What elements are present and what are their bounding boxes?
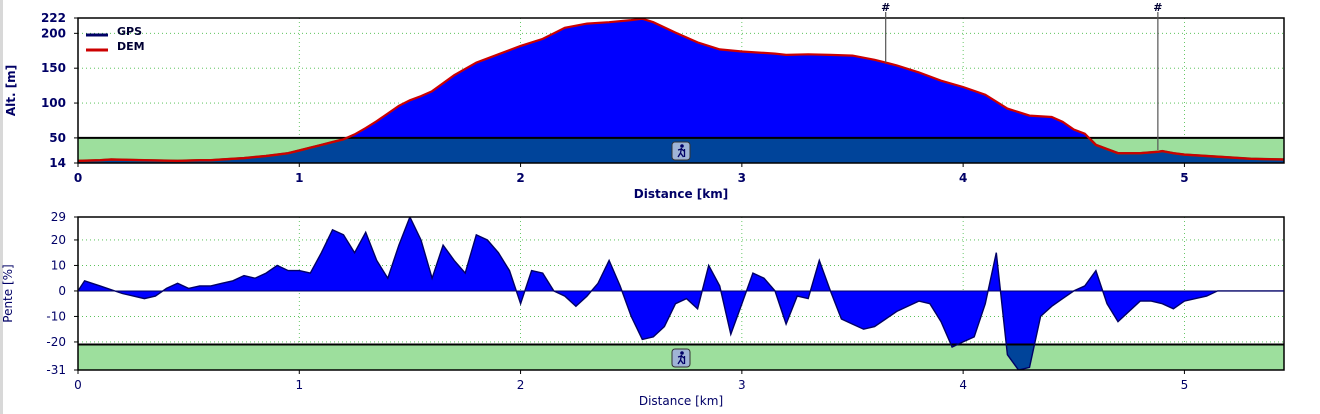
x-tick-label: 0 [74,171,82,185]
x-tick-label: 4 [959,378,967,392]
y-tick-label: 20 [51,233,66,247]
x-axis-label: Distance [km] [639,394,723,408]
y-axis-label: Alt. [m] [4,65,18,116]
hiker-icon-head [680,144,684,148]
y-tick-label: 50 [49,131,66,145]
hiker-icon [677,354,686,365]
hiker-icon-badge [671,141,691,161]
x-tick-label: 5 [1181,378,1189,392]
legend: GPS DEM [86,25,145,53]
y-tick-label: 14 [49,156,66,170]
y-tick-label: -20 [46,335,66,349]
slope-plot: 0 1 2 3 4 5 29 20 10 0 -10 -20 -31 Distance [km] Pente… [1,210,1285,408]
y-tick-label: 0 [58,284,66,298]
profile-area [78,18,1284,163]
y-tick-label: -10 [46,309,66,323]
profile-area-in-band [950,344,1035,370]
hiker-icon [677,147,686,158]
x-tick-label: 0 [74,378,82,392]
legend-label-dem: DEM [117,40,145,53]
hiker-icon-badge [671,348,691,368]
slope-line [78,217,1284,370]
x-tick-label: 5 [1180,171,1188,185]
waypoint-marker-label: # [1153,1,1162,14]
y-tick-label: 10 [51,258,66,272]
profile-area [78,217,1284,370]
plot-frame [77,17,1285,164]
y-tick-label: 29 [51,210,66,224]
y-tick-label: 200 [41,26,66,40]
x-tick-label: 2 [516,171,524,185]
y-tick-label: 222 [41,11,66,25]
x-tick-label: 3 [738,171,746,185]
x-tick-label: 1 [295,378,303,392]
x-tick-label: 3 [738,378,746,392]
x-tick-label: 2 [517,378,525,392]
y-axis-label: Pente [%] [1,264,15,322]
window-edge [0,0,3,414]
x-tick-label: 4 [959,171,967,185]
waypoint-marker-label: # [881,1,890,14]
y-tick-label: 150 [41,61,66,75]
x-axis-label: Distance [km] [634,187,728,201]
y-tick-label: -31 [46,363,66,377]
plot-frame [77,216,1285,371]
hiker-icon-head [680,351,684,355]
y-tick-label: 100 [41,96,66,110]
legend-label-gps: GPS [117,25,142,38]
x-tick-label: 1 [295,171,303,185]
